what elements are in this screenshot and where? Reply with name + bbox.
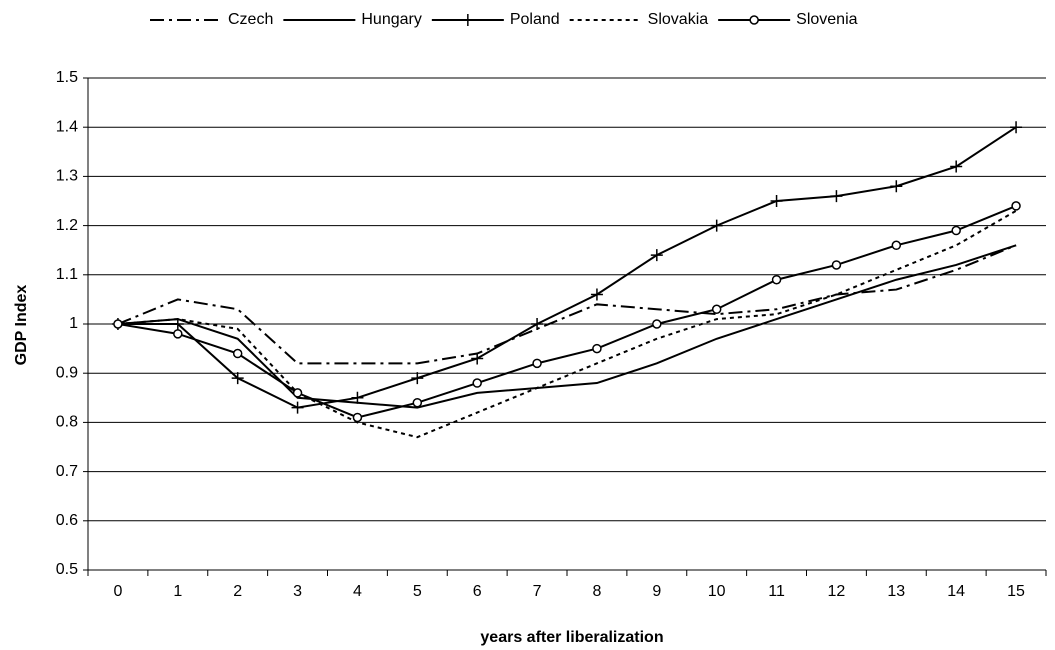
x-tick-label: 7 xyxy=(533,583,542,600)
y-tick-label: 1.5 xyxy=(56,69,78,86)
x-tick-label: 15 xyxy=(1007,583,1025,600)
marker-circle xyxy=(749,15,759,25)
x-tick-label: 8 xyxy=(592,583,601,600)
x-tick-label: 4 xyxy=(353,583,362,600)
marker-plus xyxy=(171,318,184,330)
marker-circle xyxy=(891,240,902,251)
legend-label: Slovenia xyxy=(796,11,857,28)
marker-plus xyxy=(650,249,663,262)
marker-circle xyxy=(652,319,662,329)
y-tick-label: 1.2 xyxy=(56,217,78,234)
legend-label: Hungary xyxy=(361,11,421,28)
series-line xyxy=(117,204,1017,419)
series-line xyxy=(117,126,1017,409)
marker-circle xyxy=(352,412,363,423)
marker-plus xyxy=(531,318,544,330)
x-tick-label: 6 xyxy=(473,583,482,600)
x-tick-label: 10 xyxy=(708,583,726,600)
y-tick-label: 0.9 xyxy=(56,364,78,381)
y-tick-label: 0.5 xyxy=(56,561,78,578)
marker-plus xyxy=(351,391,364,404)
marker-circle xyxy=(831,260,842,270)
marker-circle xyxy=(1011,201,1021,211)
x-tick-label: 2 xyxy=(233,583,242,600)
y-tick-label: 0.7 xyxy=(56,463,78,480)
series-line xyxy=(117,244,1017,365)
marker-circle xyxy=(532,358,542,369)
marker-plus xyxy=(830,190,843,203)
marker-circle xyxy=(592,343,602,354)
marker-plus xyxy=(770,195,783,207)
marker-circle xyxy=(951,225,961,236)
legend-label: Czech xyxy=(228,11,273,28)
y-axis-title: GDP Index xyxy=(13,285,30,366)
marker-circle xyxy=(472,378,482,388)
series-line xyxy=(117,244,1017,409)
series-line xyxy=(117,209,1017,439)
marker-plus xyxy=(471,352,484,365)
marker-circle xyxy=(711,304,722,314)
x-tick-label: 12 xyxy=(828,583,846,600)
marker-plus xyxy=(710,219,723,232)
legend-label: Slovakia xyxy=(648,11,709,28)
marker-plus xyxy=(231,372,244,385)
x-tick-label: 1 xyxy=(173,583,182,600)
y-tick-label: 0.8 xyxy=(56,414,78,431)
marker-circle xyxy=(412,397,423,408)
x-tick-label: 3 xyxy=(293,583,302,600)
marker-circle xyxy=(173,329,183,339)
y-tick-label: 1.4 xyxy=(56,118,78,135)
marker-plus xyxy=(411,372,424,385)
y-tick-label: 0.6 xyxy=(56,512,78,529)
x-tick-label: 14 xyxy=(947,583,965,600)
marker-circle xyxy=(292,388,303,398)
y-tick-label: 1.1 xyxy=(56,266,78,283)
x-tick-label: 13 xyxy=(887,583,905,600)
x-tick-label: 0 xyxy=(113,583,122,600)
marker-plus xyxy=(590,288,603,301)
marker-plus xyxy=(461,14,474,26)
marker-plus xyxy=(890,180,903,193)
x-tick-label: 5 xyxy=(413,583,422,600)
marker-plus xyxy=(1010,121,1023,134)
x-tick-label: 11 xyxy=(768,583,785,600)
x-axis-title: years after liberalization xyxy=(480,629,663,646)
marker-circle xyxy=(771,274,782,285)
y-tick-label: 1 xyxy=(69,315,78,332)
y-tick-label: 1.3 xyxy=(56,168,78,185)
marker-plus xyxy=(950,160,963,173)
x-tick-label: 9 xyxy=(652,583,661,600)
legend-label: Poland xyxy=(510,11,560,28)
marker-plus xyxy=(291,401,304,414)
marker-circle xyxy=(113,319,123,329)
marker-circle xyxy=(232,348,243,359)
